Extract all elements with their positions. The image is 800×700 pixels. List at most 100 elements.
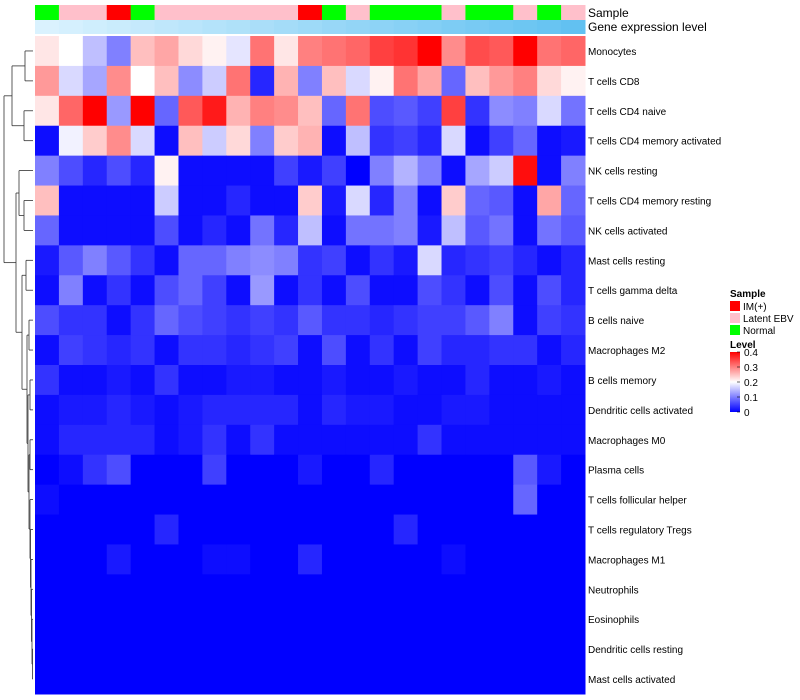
legend-tick-label: 0.1 [744, 393, 758, 404]
heatmap-cell [369, 574, 395, 605]
heatmap-cell [226, 155, 251, 187]
heatmap-cell [321, 514, 347, 545]
heatmap-cell [274, 424, 299, 456]
heatmap-cell [321, 604, 347, 635]
row-labels: Monocytes T cells CD8 T cells CD4 naive T c… [588, 47, 721, 686]
heatmap-cell [226, 604, 251, 635]
heatmap-cell [393, 424, 419, 456]
heatmap-cell [58, 664, 84, 695]
heatmap-cell [130, 245, 156, 276]
heatmap-cell [58, 365, 84, 396]
heatmap-cell [345, 215, 371, 246]
heatmap-cell [441, 155, 466, 187]
heatmap-cell [82, 155, 108, 187]
heatmap-cell [417, 95, 443, 127]
heatmap-cell [154, 185, 179, 216]
expression-annotation-cell [298, 20, 323, 34]
heatmap-cell [154, 574, 179, 605]
heatmap-cell [154, 155, 179, 187]
sample-annotation-cell [537, 5, 562, 20]
heatmap-cell [35, 155, 60, 187]
heatmap-cell [537, 574, 562, 605]
heatmap-cell [298, 424, 323, 456]
heatmap-cell [561, 305, 586, 336]
heatmap-cell [417, 36, 443, 67]
heatmap-cell [58, 65, 84, 97]
heatmap-cell [226, 514, 251, 545]
heatmap-cell [393, 394, 419, 426]
heatmap-cell [35, 65, 60, 97]
heatmap-cell [561, 155, 586, 187]
heatmap-cell [154, 245, 179, 276]
heatmap-cell [226, 95, 251, 127]
heatmap-cell [106, 36, 132, 67]
row-label: T cells CD4 memory activated [588, 137, 721, 148]
heatmap-cell [202, 484, 227, 516]
legend-tick-label: 0.3 [744, 363, 758, 374]
sample-annotation-cell [393, 5, 419, 20]
heatmap-cell [35, 365, 60, 396]
heatmap-cell [321, 95, 347, 127]
heatmap-cell [417, 454, 443, 486]
heatmap-cell [106, 394, 132, 426]
expression-annotation-cell [178, 20, 203, 34]
heatmap-cell [321, 185, 347, 216]
heatmap-cell [154, 125, 179, 157]
sample-annotation-cell [417, 5, 443, 20]
heatmap-cell [298, 125, 323, 157]
expression-annotation-cell [441, 20, 466, 34]
heatmap-cell [441, 394, 466, 426]
heatmap-cell [82, 454, 108, 486]
heatmap-cell [274, 305, 299, 336]
heatmap-cell [202, 664, 227, 695]
heatmap-cell [561, 275, 586, 306]
heatmap-cell [226, 664, 251, 695]
heatmap-cell [154, 454, 179, 486]
heatmap-cell [106, 95, 132, 127]
legend-sample-swatch [730, 301, 740, 311]
heatmap-cell [298, 604, 323, 635]
heatmap-cell [202, 155, 227, 187]
heatmap-cell [58, 215, 84, 246]
heatmap-cell [298, 454, 323, 486]
legend-sample-swatch [730, 313, 740, 323]
heatmap-cell [537, 484, 562, 516]
row-label: T cells regulatory Tregs [588, 526, 692, 537]
heatmap-cell [489, 544, 514, 575]
heatmap-cell [250, 155, 275, 187]
sample-annotation-cell [561, 5, 586, 20]
heatmap-cell [441, 36, 466, 67]
heatmap-cell [417, 335, 443, 366]
heatmap-cell [58, 484, 84, 516]
heatmap-cell [298, 275, 323, 306]
heatmap-cell [537, 155, 562, 187]
heatmap-cell [82, 484, 108, 516]
legend-tick-label: 0.2 [744, 378, 758, 389]
heatmap-cell [537, 245, 562, 276]
legend-level-title: Level [730, 340, 756, 351]
heatmap-cell [465, 215, 490, 246]
heatmap-cell [417, 604, 443, 635]
heatmap-cell [465, 155, 490, 187]
heatmap-cell [178, 394, 203, 426]
heatmap-cell [369, 215, 395, 246]
heatmap-cell [35, 275, 60, 306]
heatmap-cells [35, 36, 586, 695]
heatmap-cell [154, 544, 179, 575]
heatmap-cell [369, 365, 395, 396]
heatmap-cell [441, 305, 466, 336]
heatmap-cell [274, 634, 299, 665]
row-label: Macrophages M2 [588, 346, 666, 357]
heatmap-cell [130, 185, 156, 216]
heatmap-cell [489, 634, 514, 665]
heatmap-cell [298, 484, 323, 516]
expression-annotation-cell [369, 20, 395, 34]
heatmap-cell [537, 604, 562, 635]
legend-level-ticks: 0.4 0.3 0.2 0.1 0 [737, 348, 758, 419]
heatmap-cell [106, 604, 132, 635]
heatmap-cell [465, 604, 490, 635]
heatmap-cell [274, 95, 299, 127]
sample-annotation-cell [369, 5, 395, 20]
heatmap-cell [298, 95, 323, 127]
heatmap-cell [202, 305, 227, 336]
